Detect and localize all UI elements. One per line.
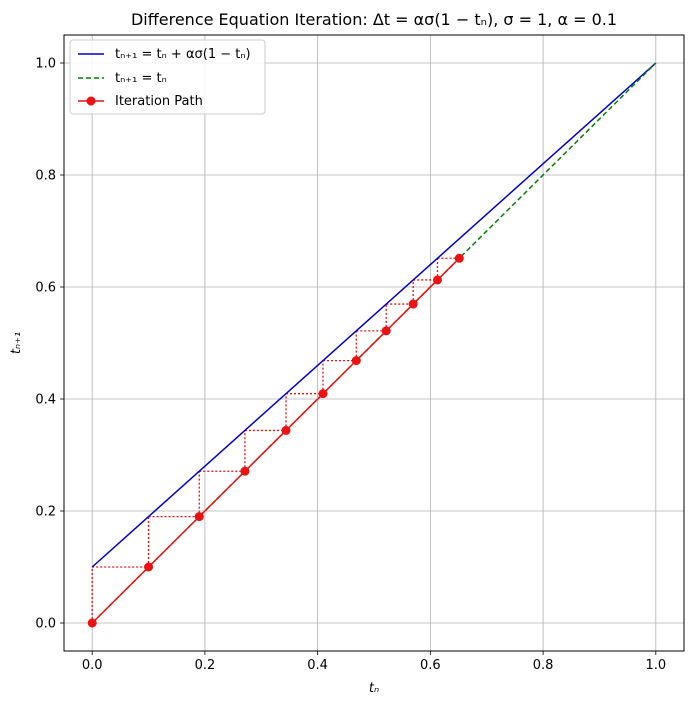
- legend-label-update-rule: tₙ₊₁ = tₙ + ασ(1 − tₙ): [115, 47, 251, 62]
- axis-ticks: 0.0 0.2 0.4 0.6 0.8 1.0 0.0 0.2 0.4 0.6 0.8 1.0: [35, 57, 666, 674]
- y-tick-label: 0.6: [35, 281, 56, 296]
- iteration-point: [318, 389, 328, 399]
- y-tick-label: 0.2: [35, 505, 56, 520]
- grid: [64, 35, 684, 651]
- iteration-point: [144, 562, 154, 572]
- iteration-point: [281, 425, 291, 435]
- x-tick-label: 0.6: [420, 658, 441, 673]
- iteration-point: [381, 326, 391, 336]
- x-axis-label: tₙ: [369, 681, 379, 696]
- iteration-point-final: [454, 253, 464, 263]
- x-tick-label: 0.2: [195, 658, 216, 673]
- y-tick-label: 0.0: [35, 617, 56, 632]
- plot-frame: [63, 34, 685, 652]
- iteration-point: [432, 275, 442, 285]
- x-tick-label: 0.0: [82, 658, 103, 673]
- legend-label-identity: tₙ₊₁ = tₙ: [115, 71, 167, 86]
- legend-swatch-red-marker: [86, 96, 96, 106]
- iteration-point: [87, 618, 97, 628]
- x-tick-label: 0.8: [533, 658, 554, 673]
- y-tick-label: 0.8: [35, 169, 56, 184]
- y-axis-label: tₙ₊₁: [9, 332, 24, 354]
- chart-title: Difference Equation Iteration: Δt = ασ(1…: [131, 10, 617, 29]
- x-tick-label: 1.0: [645, 658, 666, 673]
- legend-box: [69, 39, 266, 115]
- iteration-point: [351, 356, 361, 366]
- iteration-point: [240, 466, 250, 476]
- y-tick-label: 1.0: [35, 57, 56, 72]
- x-tick-label: 0.4: [307, 658, 328, 673]
- legend-label-iteration-path: Iteration Path: [115, 94, 203, 109]
- iteration-point: [408, 299, 418, 309]
- y-tick-label: 0.4: [35, 393, 56, 408]
- legend: tₙ₊₁ = tₙ + ασ(1 − tₙ) tₙ₊₁ = tₙ Iterati…: [69, 39, 266, 115]
- iteration-markers: [87, 253, 464, 628]
- iteration-point: [194, 512, 204, 522]
- series-line-update-rule: [91, 62, 657, 568]
